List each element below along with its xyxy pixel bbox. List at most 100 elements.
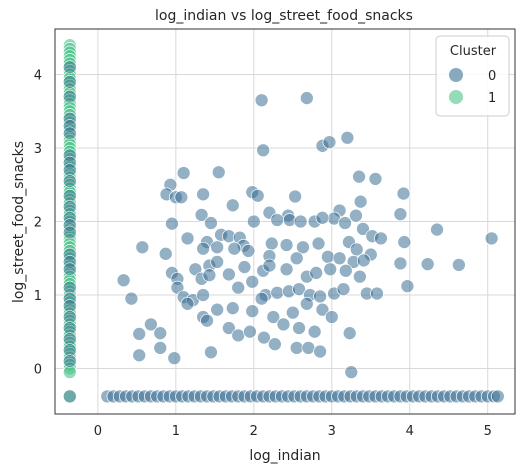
point-cluster-0 [63,225,77,240]
point-cluster-0 [311,236,326,251]
point-cluster-0 [285,305,300,320]
point-cluster-0 [132,348,147,363]
point-cluster-0 [299,91,314,105]
point-cluster-0 [400,279,415,294]
point-cluster-0 [63,155,77,170]
point-cluster-0 [264,236,279,251]
point-cluster-0 [63,89,77,104]
point-cluster-0 [349,242,364,257]
point-cluster-0 [63,321,77,335]
point-cluster-0 [254,93,269,108]
point-cluster-0 [63,218,77,232]
y-tick-label: 1 [34,289,42,304]
point-cluster-0 [315,210,330,225]
legend-label-cluster-1: 1 [488,91,496,106]
point-cluster-0 [225,301,240,316]
point-cluster-0 [196,241,210,256]
point-cluster-0 [338,216,352,230]
point-cluster-0 [63,119,77,133]
point-cluster-0 [352,169,366,184]
point-cluster-0 [430,222,444,237]
point-cluster-0 [288,189,302,204]
point-cluster-0 [270,285,285,300]
x-axis-title: log_indian [249,448,320,464]
point-cluster-0 [210,302,225,317]
point-cluster-0 [353,194,368,209]
point-cluster-0 [307,324,322,339]
point-cluster-0 [124,291,139,306]
point-cluster-0 [63,247,77,262]
point-cluster-0 [158,246,173,261]
x-tick-label: 5 [484,424,492,439]
point-cluster-0 [180,231,195,246]
point-cluster-0 [296,240,310,255]
point-cluster-0 [135,240,150,255]
point-cluster-0 [174,190,189,205]
point-cluster-0 [289,341,304,355]
point-cluster-0 [299,296,314,311]
point-cluster-0 [322,135,337,149]
point-cluster-0 [313,289,327,304]
point-cluster-0 [452,257,466,272]
point-cluster-0 [188,262,203,277]
point-cluster-0 [200,313,214,328]
point-cluster-0 [180,296,195,311]
legend-marker-cluster-0 [449,68,463,82]
point-cluster-0 [246,214,261,229]
point-cluster-0 [210,240,225,255]
point-cluster-0 [356,221,370,236]
point-cluster-0 [194,208,209,222]
point-cluster-0 [153,341,168,355]
chart-title: log_indian vs log_street_food_snacks [155,8,413,24]
y-tick-label: 3 [34,142,42,157]
point-cluster-0 [222,267,236,282]
point-cluster-0 [270,213,285,227]
point-cluster-0 [393,256,408,271]
point-cluster-0 [484,231,499,246]
point-cluster-0 [324,310,339,324]
point-cluster-0 [63,299,77,313]
point-cluster-0 [338,263,353,278]
x-tick-label: 3 [328,424,336,439]
point-cluster-0 [262,258,277,273]
point-cluster-0 [63,343,77,357]
point-cluster-0 [63,332,77,346]
point-cluster-0 [332,251,347,266]
point-cluster-0 [132,327,147,341]
point-cluster-0 [211,165,226,180]
point-cluster-0 [63,211,77,225]
point-cluster-0 [63,262,77,277]
point-cluster-0 [237,260,252,274]
point-cluster-0 [370,286,384,301]
point-cluster-0 [63,354,77,368]
point-cluster-0 [176,166,191,180]
point-cluster-0 [368,172,383,186]
point-cluster-0 [153,326,168,341]
point-cluster-0 [222,321,236,335]
point-cluster-0 [63,126,77,141]
point-cluster-0 [292,321,306,335]
point-cluster-0 [420,257,435,271]
point-cluster-0 [276,317,291,332]
point-cluster-0 [313,344,327,359]
point-cluster-0 [292,282,306,296]
point-cluster-0 [204,216,218,230]
point-cluster-0 [279,262,294,277]
point-cluster-0 [309,266,324,280]
point-cluster-0 [279,238,294,252]
point-cluster-0 [170,280,185,295]
point-cluster-0 [301,341,316,355]
point-cluster-0 [396,186,411,201]
point-cluster-0 [254,291,269,306]
point-cluster-0 [167,351,182,366]
point-cluster-0 [349,208,363,223]
point-cluster-0 [293,214,308,229]
point-cluster-0 [63,163,77,177]
point-cluster-0 [63,310,77,324]
point-cluster-0 [323,262,338,277]
point-cluster-0 [202,268,217,282]
point-cluster-0 [266,310,281,324]
y-axis-title: log_street_food_snacks [11,141,27,303]
